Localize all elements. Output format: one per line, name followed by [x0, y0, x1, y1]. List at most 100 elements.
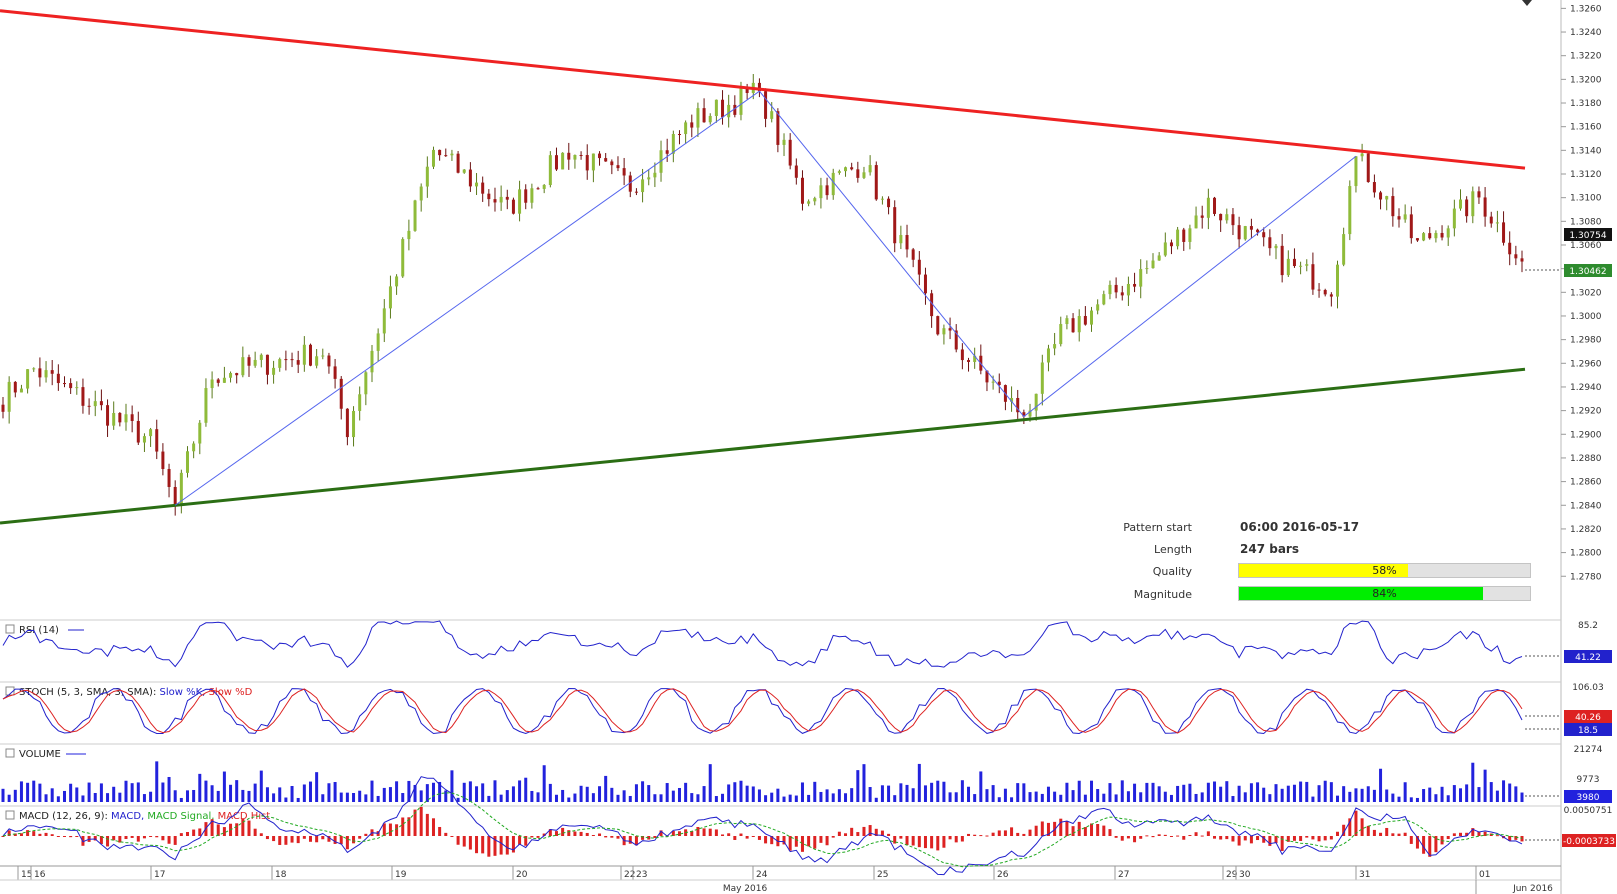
- candle-up: [32, 368, 36, 370]
- candle-up: [19, 388, 23, 393]
- day-label: 16: [34, 870, 46, 880]
- price-tick-label: 1.2780: [1570, 572, 1602, 582]
- candle-up: [684, 122, 688, 135]
- volume-bar: [106, 793, 110, 802]
- candle-up: [1305, 264, 1309, 266]
- price-tick-label: 1.2920: [1570, 407, 1602, 417]
- volume-bar: [825, 789, 829, 802]
- candle-up: [991, 381, 995, 383]
- candle-down: [1372, 182, 1376, 193]
- candle-down: [81, 387, 85, 406]
- volume-bar: [923, 785, 927, 802]
- stoch-toggle-icon[interactable]: [5, 686, 15, 696]
- volume-bar: [241, 789, 245, 802]
- candle-down: [905, 235, 909, 250]
- stoch-k-value-tag: 18.5: [1578, 726, 1598, 736]
- macd-hist-bar: [1336, 831, 1340, 836]
- candle-down: [1083, 315, 1087, 325]
- price-tick-label: 1.2980: [1570, 336, 1602, 346]
- volume-bar: [93, 793, 97, 802]
- macd-hist-bar: [850, 827, 854, 836]
- macd-hist-bar: [579, 831, 583, 836]
- volume-level-high: 21274: [1574, 745, 1603, 755]
- macd-hist-bar: [831, 836, 835, 838]
- candle-down: [1016, 397, 1020, 413]
- volume-toggle-icon[interactable]: [5, 748, 15, 758]
- macd-hist-bar: [456, 836, 460, 845]
- volume-bar: [216, 790, 220, 802]
- candle-down: [1200, 215, 1204, 218]
- day-label: 29: [1226, 870, 1238, 880]
- macd-hist-bar: [930, 836, 934, 849]
- candle-down: [985, 370, 989, 383]
- macd-hist-bar: [130, 836, 134, 838]
- stoch-level-label: 106.03: [1572, 683, 1604, 693]
- volume-bar: [610, 787, 614, 802]
- volume-bar: [794, 795, 798, 802]
- day-label: 23: [636, 870, 647, 880]
- macd-hist-bar: [1459, 832, 1463, 836]
- volume-value-tag: 3980: [1577, 793, 1600, 803]
- macd-hist-bar: [991, 832, 995, 836]
- volume-bar: [1489, 782, 1493, 802]
- volume-bar: [518, 780, 522, 802]
- macd-toggle-icon[interactable]: [5, 810, 15, 820]
- candle-up: [395, 276, 399, 287]
- volume-bar: [315, 772, 319, 802]
- candle-up: [179, 472, 183, 506]
- candle-up: [222, 377, 226, 383]
- volume-bar: [1090, 780, 1094, 802]
- volume-bar: [38, 783, 42, 802]
- macd-hist-bar: [1292, 836, 1296, 841]
- candle-down: [13, 381, 17, 393]
- volume-bar: [1477, 787, 1481, 802]
- volume-bar: [948, 792, 952, 802]
- volume-bar: [616, 794, 620, 802]
- candle-down: [106, 405, 110, 426]
- candle-up: [899, 235, 903, 244]
- candle-down: [1256, 229, 1260, 233]
- macd-hist-bar: [653, 836, 657, 838]
- candle-down: [1514, 254, 1518, 259]
- candle-up: [1145, 268, 1149, 270]
- volume-bar: [1059, 794, 1063, 802]
- macd-hist-bar: [979, 835, 983, 837]
- volume-bar: [1403, 782, 1407, 802]
- volume-bar: [714, 796, 718, 802]
- macd-hist-bar: [844, 833, 848, 836]
- macd-label: MACD (12, 26, 9):: [19, 811, 108, 822]
- scroll-down-arrow-icon[interactable]: [1522, 0, 1532, 6]
- macd-hist-bar: [1268, 836, 1272, 846]
- volume-bar: [1188, 783, 1192, 802]
- rsi-toggle-icon[interactable]: [5, 624, 15, 634]
- volume-bar: [548, 783, 552, 802]
- candle-up: [782, 139, 786, 145]
- candle-up: [1040, 362, 1044, 394]
- macd-hist-bar: [1176, 835, 1180, 837]
- macd-hist-bar: [1003, 830, 1007, 836]
- volume-bar: [1219, 786, 1223, 802]
- candle-down: [690, 122, 694, 128]
- pattern-start-label: Pattern start: [1123, 521, 1192, 534]
- volume-bar: [1446, 795, 1450, 802]
- candle-up: [259, 354, 263, 360]
- macd-hist-bar: [1372, 829, 1376, 836]
- macd-hist-bar: [1114, 836, 1118, 838]
- macd-hist-bar: [395, 824, 399, 836]
- candle-up: [388, 286, 392, 309]
- last-price-tag: 1.30462: [1564, 264, 1612, 277]
- candle-down: [265, 354, 269, 375]
- candle-up: [862, 172, 866, 178]
- candle-down: [247, 357, 251, 366]
- candle-down: [69, 383, 73, 389]
- macd-hist-bar: [419, 806, 423, 836]
- volume-bar: [1133, 783, 1137, 802]
- macd-hist-bar: [1465, 832, 1469, 836]
- macd-hist-bar: [1256, 836, 1260, 841]
- volume-bar: [708, 764, 712, 802]
- volume-bar: [979, 771, 983, 802]
- macd-hist-bar: [1305, 836, 1309, 838]
- macd-hist-bar: [837, 831, 841, 836]
- candle-down: [911, 249, 915, 260]
